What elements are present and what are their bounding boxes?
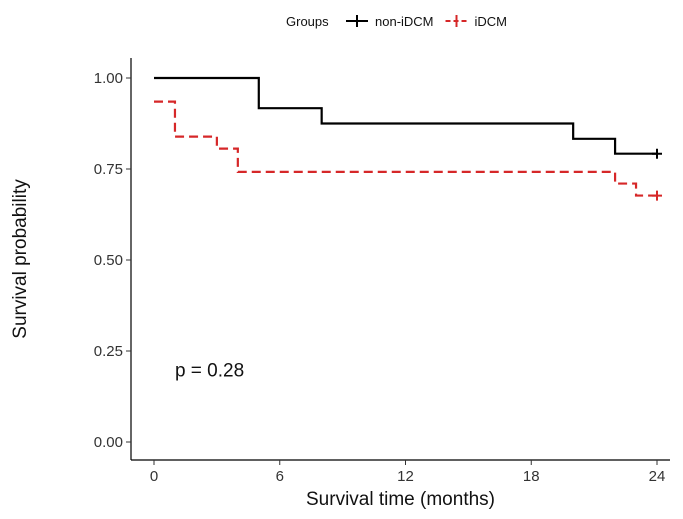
x-tick-label: 18 <box>523 468 540 485</box>
legend-item-idcm: iDCM <box>445 14 508 29</box>
y-tick-label: 0.75 <box>94 161 123 178</box>
x-tick-label: 6 <box>276 468 284 485</box>
x-axis-title: Survival time (months) <box>306 489 495 510</box>
x-tick-label: 24 <box>649 468 666 485</box>
y-tick-label: 0.25 <box>94 343 123 360</box>
y-axis-title: Survival probability <box>10 179 31 339</box>
y-tick-label: 1.00 <box>94 70 123 87</box>
survival-curves <box>154 76 662 201</box>
series-line-idcm <box>154 100 657 197</box>
censor-mark <box>652 148 662 159</box>
y-tick-label: 0.50 <box>94 252 123 269</box>
x-tick-label: 0 <box>150 468 158 485</box>
legend-title: Groups <box>286 14 329 29</box>
series-line-non-idcm <box>154 76 657 155</box>
x-tick-label: 12 <box>397 468 414 485</box>
legend-label: non-iDCM <box>375 14 434 29</box>
legend: Groups non-iDCM iDCM <box>286 14 507 29</box>
legend-item-non-idcm: non-iDCM <box>346 14 434 29</box>
legend-label: iDCM <box>475 14 508 29</box>
y-tick-label: 0.00 <box>94 434 123 451</box>
censor-mark <box>652 190 662 201</box>
p-value-annotation: p = 0.28 <box>175 360 244 381</box>
axes: 0 6 12 18 24 0.00 0.25 0.50 0.75 1.00 <box>94 58 670 485</box>
